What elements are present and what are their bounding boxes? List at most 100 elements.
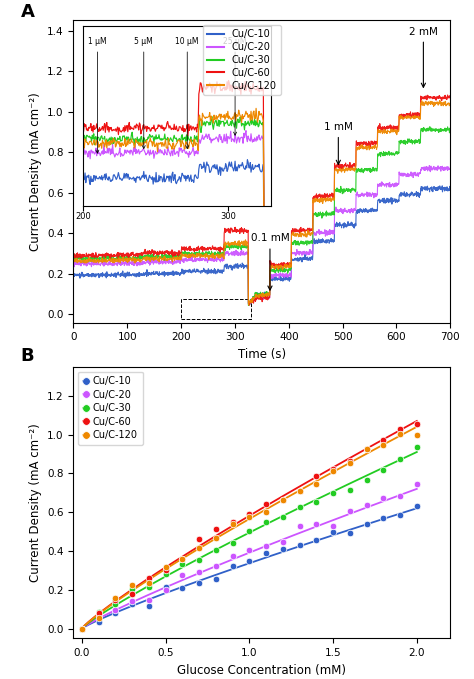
Point [262, 548, 270, 559]
Text: B: B [21, 347, 34, 365]
Point [95, 606, 102, 617]
Point [346, 458, 354, 469]
Point [162, 568, 169, 579]
Point [212, 545, 219, 555]
Point [128, 598, 136, 609]
Point [229, 517, 237, 528]
Point [78, 623, 86, 634]
Point [346, 528, 354, 538]
Point [296, 521, 303, 532]
Point [128, 580, 136, 591]
Text: 0.1 mM: 0.1 mM [251, 234, 289, 290]
Point [329, 520, 337, 531]
Point [78, 623, 86, 634]
Point [312, 534, 320, 545]
Point [179, 570, 186, 581]
Point [346, 505, 354, 516]
Point [195, 534, 203, 545]
Y-axis label: Current Density (mA cm⁻²): Current Density (mA cm⁻²) [28, 423, 42, 582]
Text: A: A [21, 3, 35, 21]
Point [162, 565, 169, 576]
Legend: Cu/C-10, Cu/C-20, Cu/C-30, Cu/C-60, Cu/C-120: Cu/C-10, Cu/C-20, Cu/C-30, Cu/C-60, Cu/C… [203, 25, 281, 94]
Point [246, 511, 253, 522]
Point [111, 604, 119, 615]
Point [413, 500, 420, 511]
Point [212, 533, 219, 544]
Point [195, 543, 203, 553]
Point [145, 600, 153, 611]
Point [162, 585, 169, 595]
Point [229, 551, 237, 562]
Point [95, 611, 102, 622]
Point [296, 485, 303, 496]
Point [329, 464, 337, 475]
Point [179, 559, 186, 570]
Point [95, 616, 102, 627]
Point [279, 543, 287, 554]
Point [262, 498, 270, 509]
Text: 2 mM: 2 mM [409, 26, 438, 88]
Point [380, 434, 387, 445]
Point [296, 485, 303, 496]
Point [128, 584, 136, 595]
Point [78, 623, 86, 634]
Point [396, 491, 404, 502]
Point [329, 488, 337, 499]
Point [179, 583, 186, 594]
Point [363, 519, 370, 530]
Point [396, 510, 404, 521]
Y-axis label: Current Density (mA cm⁻²): Current Density (mA cm⁻²) [28, 92, 42, 251]
Point [212, 524, 219, 535]
Point [229, 560, 237, 571]
Point [145, 595, 153, 606]
Point [229, 537, 237, 548]
Point [346, 456, 354, 466]
Point [312, 519, 320, 530]
Point [296, 501, 303, 512]
Point [111, 595, 119, 606]
Point [363, 443, 370, 454]
Point [363, 474, 370, 485]
Point [279, 494, 287, 505]
Point [128, 589, 136, 600]
Point [279, 536, 287, 547]
Point [279, 511, 287, 522]
Point [179, 554, 186, 565]
Point [212, 561, 219, 572]
Point [363, 443, 370, 454]
Point [380, 493, 387, 504]
Point [329, 526, 337, 537]
Point [246, 509, 253, 519]
Point [380, 464, 387, 475]
Bar [181, 299, 251, 320]
Point [246, 555, 253, 566]
Point [162, 562, 169, 573]
Point [312, 496, 320, 507]
X-axis label: Glucose Concentration (mM): Glucose Concentration (mM) [177, 663, 346, 676]
Point [195, 567, 203, 578]
Point [346, 485, 354, 496]
Point [396, 424, 404, 435]
Point [179, 553, 186, 564]
Point [111, 599, 119, 610]
Point [329, 466, 337, 477]
Point [162, 582, 169, 593]
Point [296, 540, 303, 551]
Point [95, 613, 102, 624]
X-axis label: Time (s): Time (s) [238, 348, 286, 361]
Point [413, 478, 420, 489]
Point [246, 526, 253, 536]
Point [212, 573, 219, 584]
Point [78, 623, 86, 634]
Text: 1 mM: 1 mM [324, 122, 353, 164]
Point [111, 592, 119, 603]
Point [145, 572, 153, 583]
Point [246, 545, 253, 555]
Point [262, 507, 270, 518]
Point [262, 540, 270, 551]
Point [95, 608, 102, 619]
Point [413, 429, 420, 440]
Point [279, 494, 287, 505]
Point [128, 595, 136, 606]
Point [145, 582, 153, 593]
